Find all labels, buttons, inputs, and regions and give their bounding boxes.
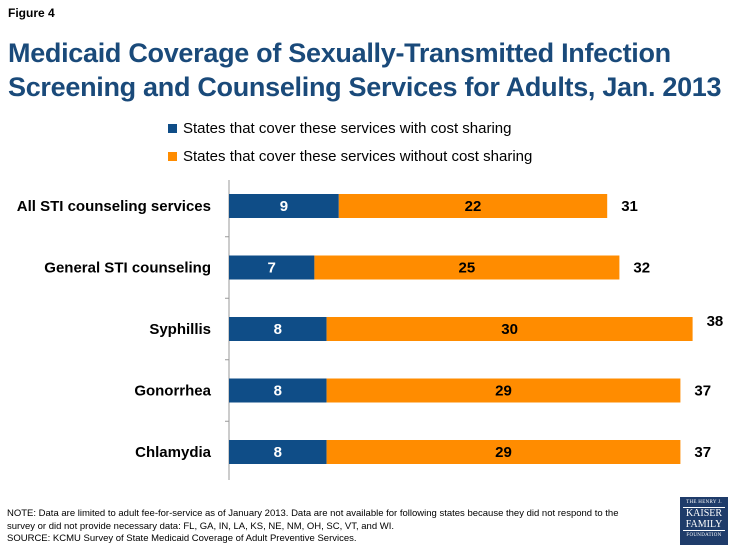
chart-title: Medicaid Coverage of Sexually-Transmitte…	[8, 36, 728, 104]
legend-label-with-cost: States that cover these services with co…	[183, 119, 512, 137]
data-label: 29	[495, 444, 512, 461]
source-line: SOURCE: KCMU Survey of State Medicaid Co…	[7, 533, 357, 544]
data-label: 30	[501, 321, 518, 338]
title-line-1: Medicaid Coverage of Sexually-Transmitte…	[8, 38, 671, 68]
legend-swatch-with-cost	[168, 123, 177, 133]
category-label: General STI counseling	[44, 260, 211, 277]
note-line-2: survey or did not provide necessary data…	[7, 520, 395, 532]
bar-with-cost	[229, 255, 315, 280]
bar-without-cost	[326, 317, 693, 341]
bar-without-cost	[338, 194, 608, 218]
data-label: 22	[465, 198, 482, 215]
bar-with-cost	[229, 317, 327, 341]
data-label: 8	[274, 383, 282, 400]
logo-line-4: FOUNDATION	[686, 533, 722, 538]
legend-label-without-cost: States that cover these services without…	[183, 147, 533, 165]
total-label: 37	[694, 383, 711, 400]
data-label: 9	[280, 198, 288, 215]
legend: States that cover these services with co…	[168, 116, 532, 172]
category-label: Syphillis	[149, 321, 211, 338]
bar-with-cost	[229, 378, 327, 403]
kff-logo: THE HENRY J. KAISER FAMILY FOUNDATION	[680, 497, 728, 545]
category-label: Chlamydia	[135, 444, 212, 461]
total-label: 32	[633, 260, 650, 277]
category-label: Gonorrhea	[134, 383, 211, 400]
bar-without-cost	[314, 255, 620, 280]
logo-family: FAMILY	[685, 519, 723, 530]
total-label: 31	[621, 198, 638, 215]
legend-item-without-cost: States that cover these services without…	[168, 144, 532, 168]
total-label: 37	[694, 444, 711, 461]
logo-kaiser: KAISER	[685, 508, 723, 519]
data-label: 8	[274, 444, 282, 461]
bar-with-cost	[229, 194, 339, 218]
bar-with-cost	[229, 440, 327, 464]
data-label: 7	[268, 260, 276, 277]
bar-chart: All STI counseling services 9 22 31 General …	[17, 180, 724, 480]
bar-without-cost	[326, 440, 681, 464]
footnote: NOTE: Data are limited to adult fee-for-…	[7, 508, 667, 546]
logo-line-2: KAISER FAMILY	[683, 507, 725, 531]
data-label: 25	[459, 260, 476, 277]
note-line-1: NOTE: Data are limited to adult fee-for-…	[7, 508, 619, 519]
category-label: All STI counseling services	[17, 198, 211, 215]
data-label: 29	[495, 383, 512, 400]
figure-label: Figure 4	[8, 6, 55, 20]
bar-without-cost	[326, 378, 681, 403]
total-label: 38	[707, 313, 724, 330]
logo-line-1: THE HENRY J.	[686, 500, 722, 505]
legend-item-with-cost: States that cover these services with co…	[168, 116, 532, 140]
legend-swatch-without-cost	[168, 151, 177, 161]
data-label: 8	[274, 321, 282, 338]
title-line-2: Screening and Counseling Services for Ad…	[8, 72, 722, 102]
